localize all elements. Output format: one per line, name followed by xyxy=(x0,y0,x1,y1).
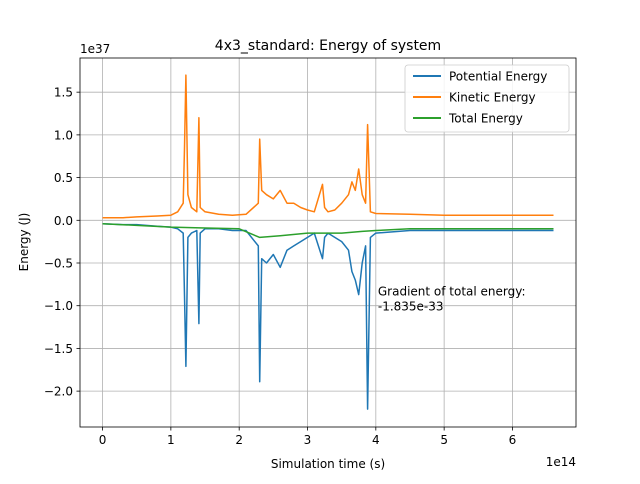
y-tick-label: −1.0 xyxy=(44,299,73,313)
y-tick-label: 0.5 xyxy=(54,171,73,185)
y-tick-label: −0.5 xyxy=(44,257,73,271)
series-line-0 xyxy=(102,222,554,410)
x-axis-label: Simulation time (s) xyxy=(271,457,385,471)
series-line-1 xyxy=(102,74,554,219)
x-tick-label: 5 xyxy=(440,433,448,447)
x-tick-label: 6 xyxy=(509,433,517,447)
y-axis-label: Energy (J) xyxy=(17,213,31,272)
legend-label: Kinetic Energy xyxy=(449,91,536,105)
x-tick-label: 2 xyxy=(235,433,243,447)
chart-title: 4x3_standard: Energy of system xyxy=(215,38,441,54)
legend: Potential Energy Kinetic Energy Total Ener… xyxy=(404,64,570,133)
annotation-line: -1.835e-33 xyxy=(378,299,444,313)
y-tick-label: 1.0 xyxy=(54,128,73,142)
legend-box xyxy=(404,64,570,133)
legend-label: Potential Energy xyxy=(449,70,547,84)
y-tick-label: −2.0 xyxy=(44,385,73,399)
axes: 0 1 2 3 4 5 6 1.5 1.0 0.5 0.0 −0.5 −1.0 −1.5 −2.0 xyxy=(44,57,577,447)
x-tick-label: 0 xyxy=(99,433,107,447)
y-tick-label: 1.5 xyxy=(54,86,73,100)
grid-lines xyxy=(80,58,576,427)
x-axis-offset-label: 1e14 xyxy=(546,455,576,469)
legend-label: Total Energy xyxy=(448,112,523,126)
series-line-2 xyxy=(102,222,554,239)
y-tick-label: 0.0 xyxy=(54,214,73,228)
x-tick-label: 1 xyxy=(167,433,175,447)
x-tick-label: 3 xyxy=(304,433,312,447)
annotation: Gradient of total energy: -1.835e-33 xyxy=(378,284,526,313)
annotation-line: Gradient of total energy: xyxy=(378,284,526,298)
x-tick-label: 4 xyxy=(372,433,380,447)
plot-frame xyxy=(79,57,577,428)
series-lines xyxy=(102,74,554,410)
y-axis-offset-label: 1e37 xyxy=(80,42,110,56)
y-tick-label: −1.5 xyxy=(44,342,73,356)
